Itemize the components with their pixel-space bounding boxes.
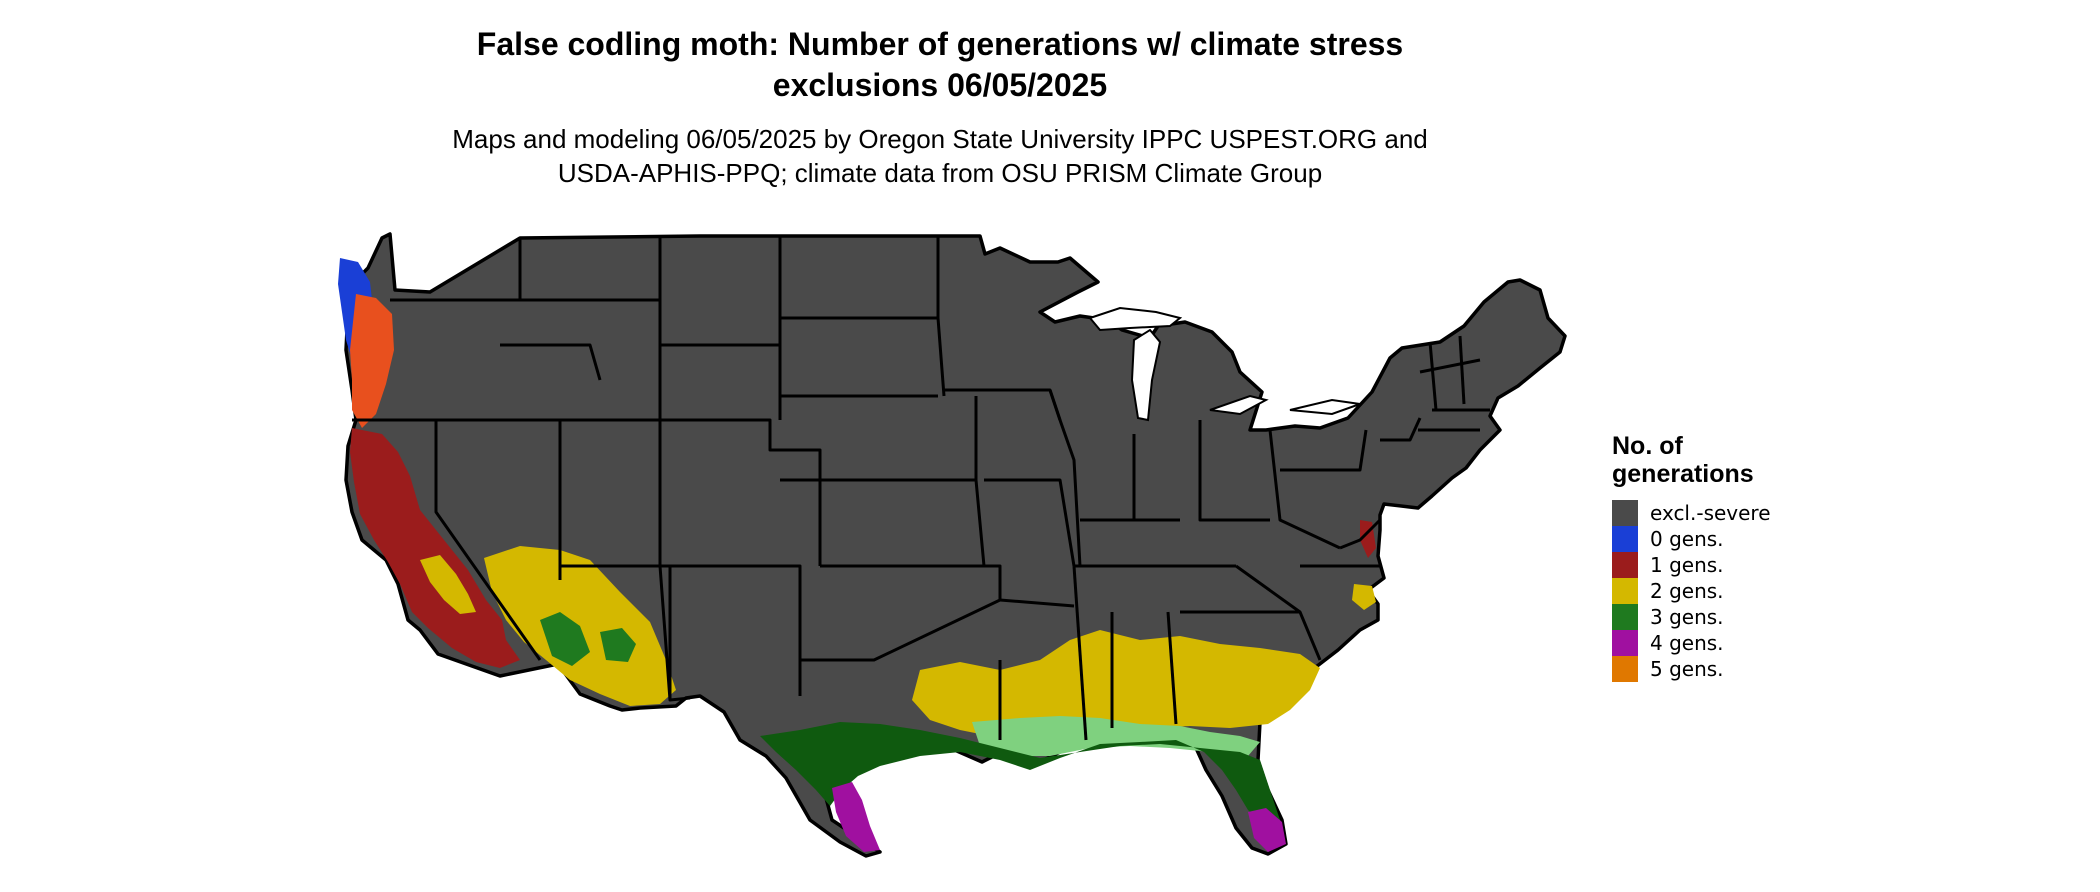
legend-item-3-gens: 3 gens. [1612,604,1771,630]
map-title: False codling moth: Number of generation… [0,24,1880,106]
zone-3gen-az [540,612,590,666]
legend-swatch [1612,630,1638,656]
legend: No. of generations excl.-severe 0 gens. … [1612,432,1771,682]
zone-3gen-gulf-coast [760,722,1280,824]
map-title-line2: exclusions 06/05/2025 [772,67,1108,103]
zone-4gen-florida [1248,808,1286,852]
legend-title: No. of generations [1612,432,1771,488]
map-subtitle: Maps and modeling 06/05/2025 by Oregon S… [0,122,1880,190]
zone-2gen-south [912,630,1320,742]
legend-item-1-gens: 1 gens. [1612,552,1771,578]
great-lakes [1088,306,1361,422]
legend-swatch [1612,656,1638,682]
legend-label: 0 gens. [1650,527,1724,551]
legend-label: 1 gens. [1650,553,1724,577]
legend-swatch [1612,552,1638,578]
zone-4gen-south-texas [832,782,880,852]
legend-item-4-gens: 4 gens. [1612,630,1771,656]
zone-coast-orange-or-wa [350,294,394,428]
map-title-line1: False codling moth: Number of generation… [476,26,1404,62]
legend-swatch [1612,604,1638,630]
legend-label: 4 gens. [1650,631,1724,655]
legend-label: excl.-severe [1650,501,1771,525]
legend-title-line2: generations [1612,460,1754,488]
legend-swatch [1612,526,1638,552]
legend-item-0-gens: 0 gens. [1612,526,1771,552]
us-landmass [344,232,1567,858]
zone-3gen-az-east [600,628,636,662]
legend-item-excl-severe: excl.-severe [1612,500,1771,526]
legend-label: 3 gens. [1650,605,1724,629]
legend-swatch [1612,500,1638,526]
zone-1gen-california [350,428,520,668]
zone-2gen-california [420,555,476,614]
legend-title-line1: No. of [1612,432,1683,460]
zone-2gen-virginia-coast [1352,584,1376,610]
map-subtitle-line2: USDA-APHIS-PPQ; climate data from OSU PR… [557,158,1323,188]
legend-swatch [1612,578,1638,604]
map-subtitle-line1: Maps and modeling 06/05/2025 by Oregon S… [452,124,1428,154]
legend-label: 2 gens. [1650,579,1724,603]
legend-item-5-gens: 5 gens. [1612,656,1771,682]
state-borders [352,236,1490,741]
legend-item-2-gens: 2 gens. [1612,578,1771,604]
legend-label: 5 gens. [1650,657,1724,681]
